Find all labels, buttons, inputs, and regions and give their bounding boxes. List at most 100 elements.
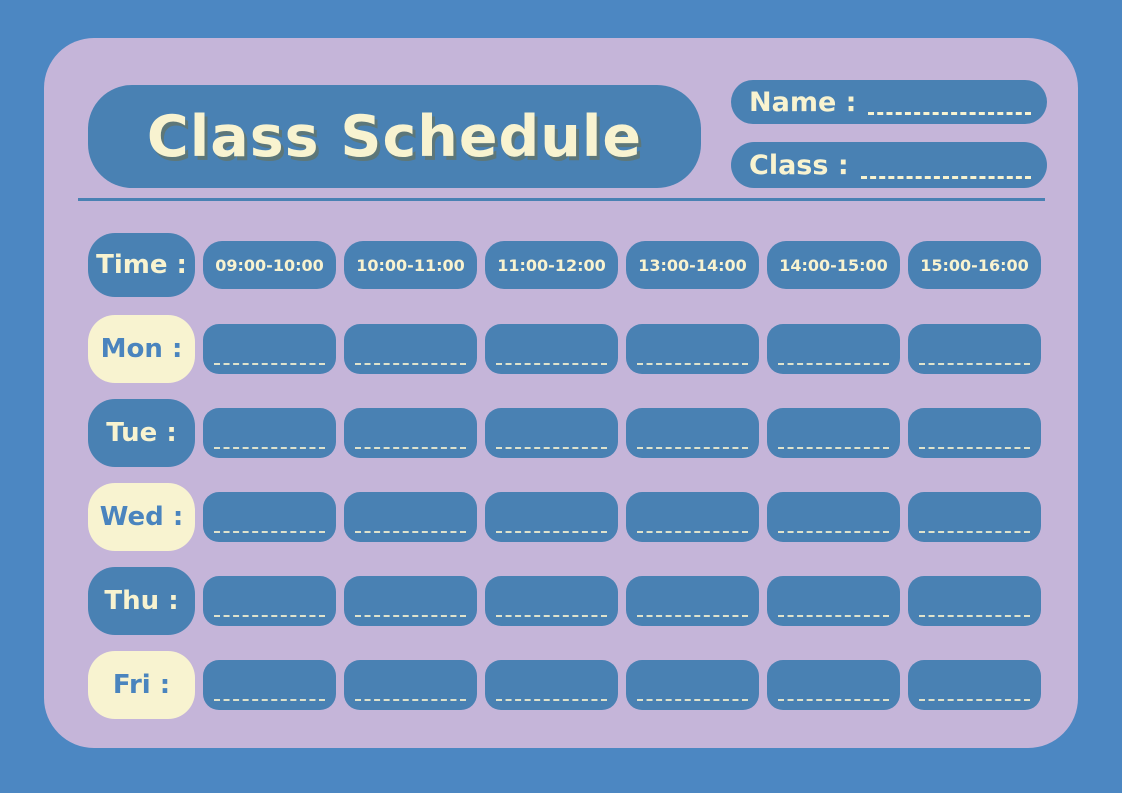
title-box: Class Schedule xyxy=(88,85,701,188)
day-row-mon: Mon : xyxy=(88,315,1044,383)
cell-fill-line xyxy=(214,699,325,701)
schedule-cell-value xyxy=(213,582,326,614)
schedule-cell-tue-3[interactable] xyxy=(626,408,759,458)
cell-fill-line xyxy=(214,363,325,365)
day-label-wed: Wed : xyxy=(88,483,195,551)
schedule-cell-fri-4[interactable] xyxy=(767,660,900,710)
day-cells-thu xyxy=(203,576,1044,626)
cell-fill-line xyxy=(919,447,1030,449)
cell-fill-line xyxy=(778,615,889,617)
schedule-cell-thu-3[interactable] xyxy=(626,576,759,626)
cell-fill-line xyxy=(496,531,607,533)
cell-fill-line xyxy=(496,363,607,365)
schedule-cell-mon-2[interactable] xyxy=(485,324,618,374)
schedule-cell-value xyxy=(777,414,890,446)
schedule-cell-value xyxy=(213,498,326,530)
cell-fill-line xyxy=(355,615,466,617)
schedule-cell-wed-1[interactable] xyxy=(344,492,477,542)
schedule-cell-value xyxy=(213,666,326,698)
schedule-cell-value xyxy=(354,330,467,362)
schedule-cell-value xyxy=(636,414,749,446)
schedule-cell-fri-0[interactable] xyxy=(203,660,336,710)
schedule-cell-wed-3[interactable] xyxy=(626,492,759,542)
schedule-cell-value xyxy=(636,498,749,530)
day-row-thu: Thu : xyxy=(88,567,1044,635)
schedule-cell-wed-4[interactable] xyxy=(767,492,900,542)
time-slot-3: 13:00-14:00 xyxy=(626,241,759,289)
schedule-cell-value xyxy=(918,498,1031,530)
cell-fill-line xyxy=(496,615,607,617)
schedule-cell-value xyxy=(354,666,467,698)
schedule-cell-tue-4[interactable] xyxy=(767,408,900,458)
cell-fill-line xyxy=(637,531,748,533)
cell-fill-line xyxy=(919,615,1030,617)
day-row-tue: Tue : xyxy=(88,399,1044,467)
time-label: Time : xyxy=(88,233,195,297)
schedule-cell-fri-3[interactable] xyxy=(626,660,759,710)
schedule-cell-mon-5[interactable] xyxy=(908,324,1041,374)
schedule-cell-tue-5[interactable] xyxy=(908,408,1041,458)
schedule-cell-mon-1[interactable] xyxy=(344,324,477,374)
schedule-cell-mon-4[interactable] xyxy=(767,324,900,374)
day-label-mon: Mon : xyxy=(88,315,195,383)
cell-fill-line xyxy=(919,531,1030,533)
day-cells-tue xyxy=(203,408,1044,458)
schedule-cell-tue-0[interactable] xyxy=(203,408,336,458)
schedule-cell-value xyxy=(636,330,749,362)
schedule-cell-thu-2[interactable] xyxy=(485,576,618,626)
day-row-wed: Wed : xyxy=(88,483,1044,551)
time-row: Time : 09:00-10:00 10:00-11:00 11:00-12:00… xyxy=(88,233,1044,297)
class-fill-line[interactable] xyxy=(860,176,1031,179)
schedule-cell-value xyxy=(354,582,467,614)
schedule-cell-value xyxy=(777,666,890,698)
cell-fill-line xyxy=(355,531,466,533)
schedule-cell-wed-2[interactable] xyxy=(485,492,618,542)
time-slot-1: 10:00-11:00 xyxy=(344,241,477,289)
schedule-cell-fri-5[interactable] xyxy=(908,660,1041,710)
schedule-cell-tue-2[interactable] xyxy=(485,408,618,458)
schedule-cell-thu-1[interactable] xyxy=(344,576,477,626)
schedule-cell-thu-0[interactable] xyxy=(203,576,336,626)
cell-fill-line xyxy=(919,699,1030,701)
schedule-cell-fri-2[interactable] xyxy=(485,660,618,710)
schedule-cell-value xyxy=(777,498,890,530)
schedule-cell-value xyxy=(354,414,467,446)
schedule-cell-value xyxy=(918,330,1031,362)
schedule-cell-mon-0[interactable] xyxy=(203,324,336,374)
day-cells-fri xyxy=(203,660,1044,710)
class-field: Class : xyxy=(731,142,1047,188)
cell-fill-line xyxy=(919,363,1030,365)
cell-fill-line xyxy=(637,615,748,617)
cell-fill-line xyxy=(778,699,889,701)
schedule-panel: Class Schedule Name : Class : Time : 09:… xyxy=(44,38,1078,748)
schedule-cell-value xyxy=(495,582,608,614)
schedule-cell-mon-3[interactable] xyxy=(626,324,759,374)
day-label-fri: Fri : xyxy=(88,651,195,719)
schedule-cell-thu-4[interactable] xyxy=(767,576,900,626)
schedule-cell-value xyxy=(777,582,890,614)
cell-fill-line xyxy=(496,699,607,701)
cell-fill-line xyxy=(637,447,748,449)
cell-fill-line xyxy=(355,447,466,449)
time-slot-list: 09:00-10:00 10:00-11:00 11:00-12:00 13:00-1… xyxy=(203,241,1044,289)
cell-fill-line xyxy=(214,531,325,533)
schedule-cell-wed-5[interactable] xyxy=(908,492,1041,542)
schedule-cell-value xyxy=(636,582,749,614)
cell-fill-line xyxy=(214,447,325,449)
name-fill-line[interactable] xyxy=(868,112,1031,115)
day-cells-wed xyxy=(203,492,1044,542)
schedule-cell-value xyxy=(213,414,326,446)
schedule-cell-tue-1[interactable] xyxy=(344,408,477,458)
cell-fill-line xyxy=(355,699,466,701)
schedule-cell-value xyxy=(918,582,1031,614)
schedule-cell-value xyxy=(495,330,608,362)
day-label-thu: Thu : xyxy=(88,567,195,635)
schedule-cell-value xyxy=(636,666,749,698)
cell-fill-line xyxy=(496,447,607,449)
schedule-cell-thu-5[interactable] xyxy=(908,576,1041,626)
page-title: Class Schedule xyxy=(146,103,643,170)
time-slot-4: 14:00-15:00 xyxy=(767,241,900,289)
schedule-cell-fri-1[interactable] xyxy=(344,660,477,710)
schedule-cell-wed-0[interactable] xyxy=(203,492,336,542)
